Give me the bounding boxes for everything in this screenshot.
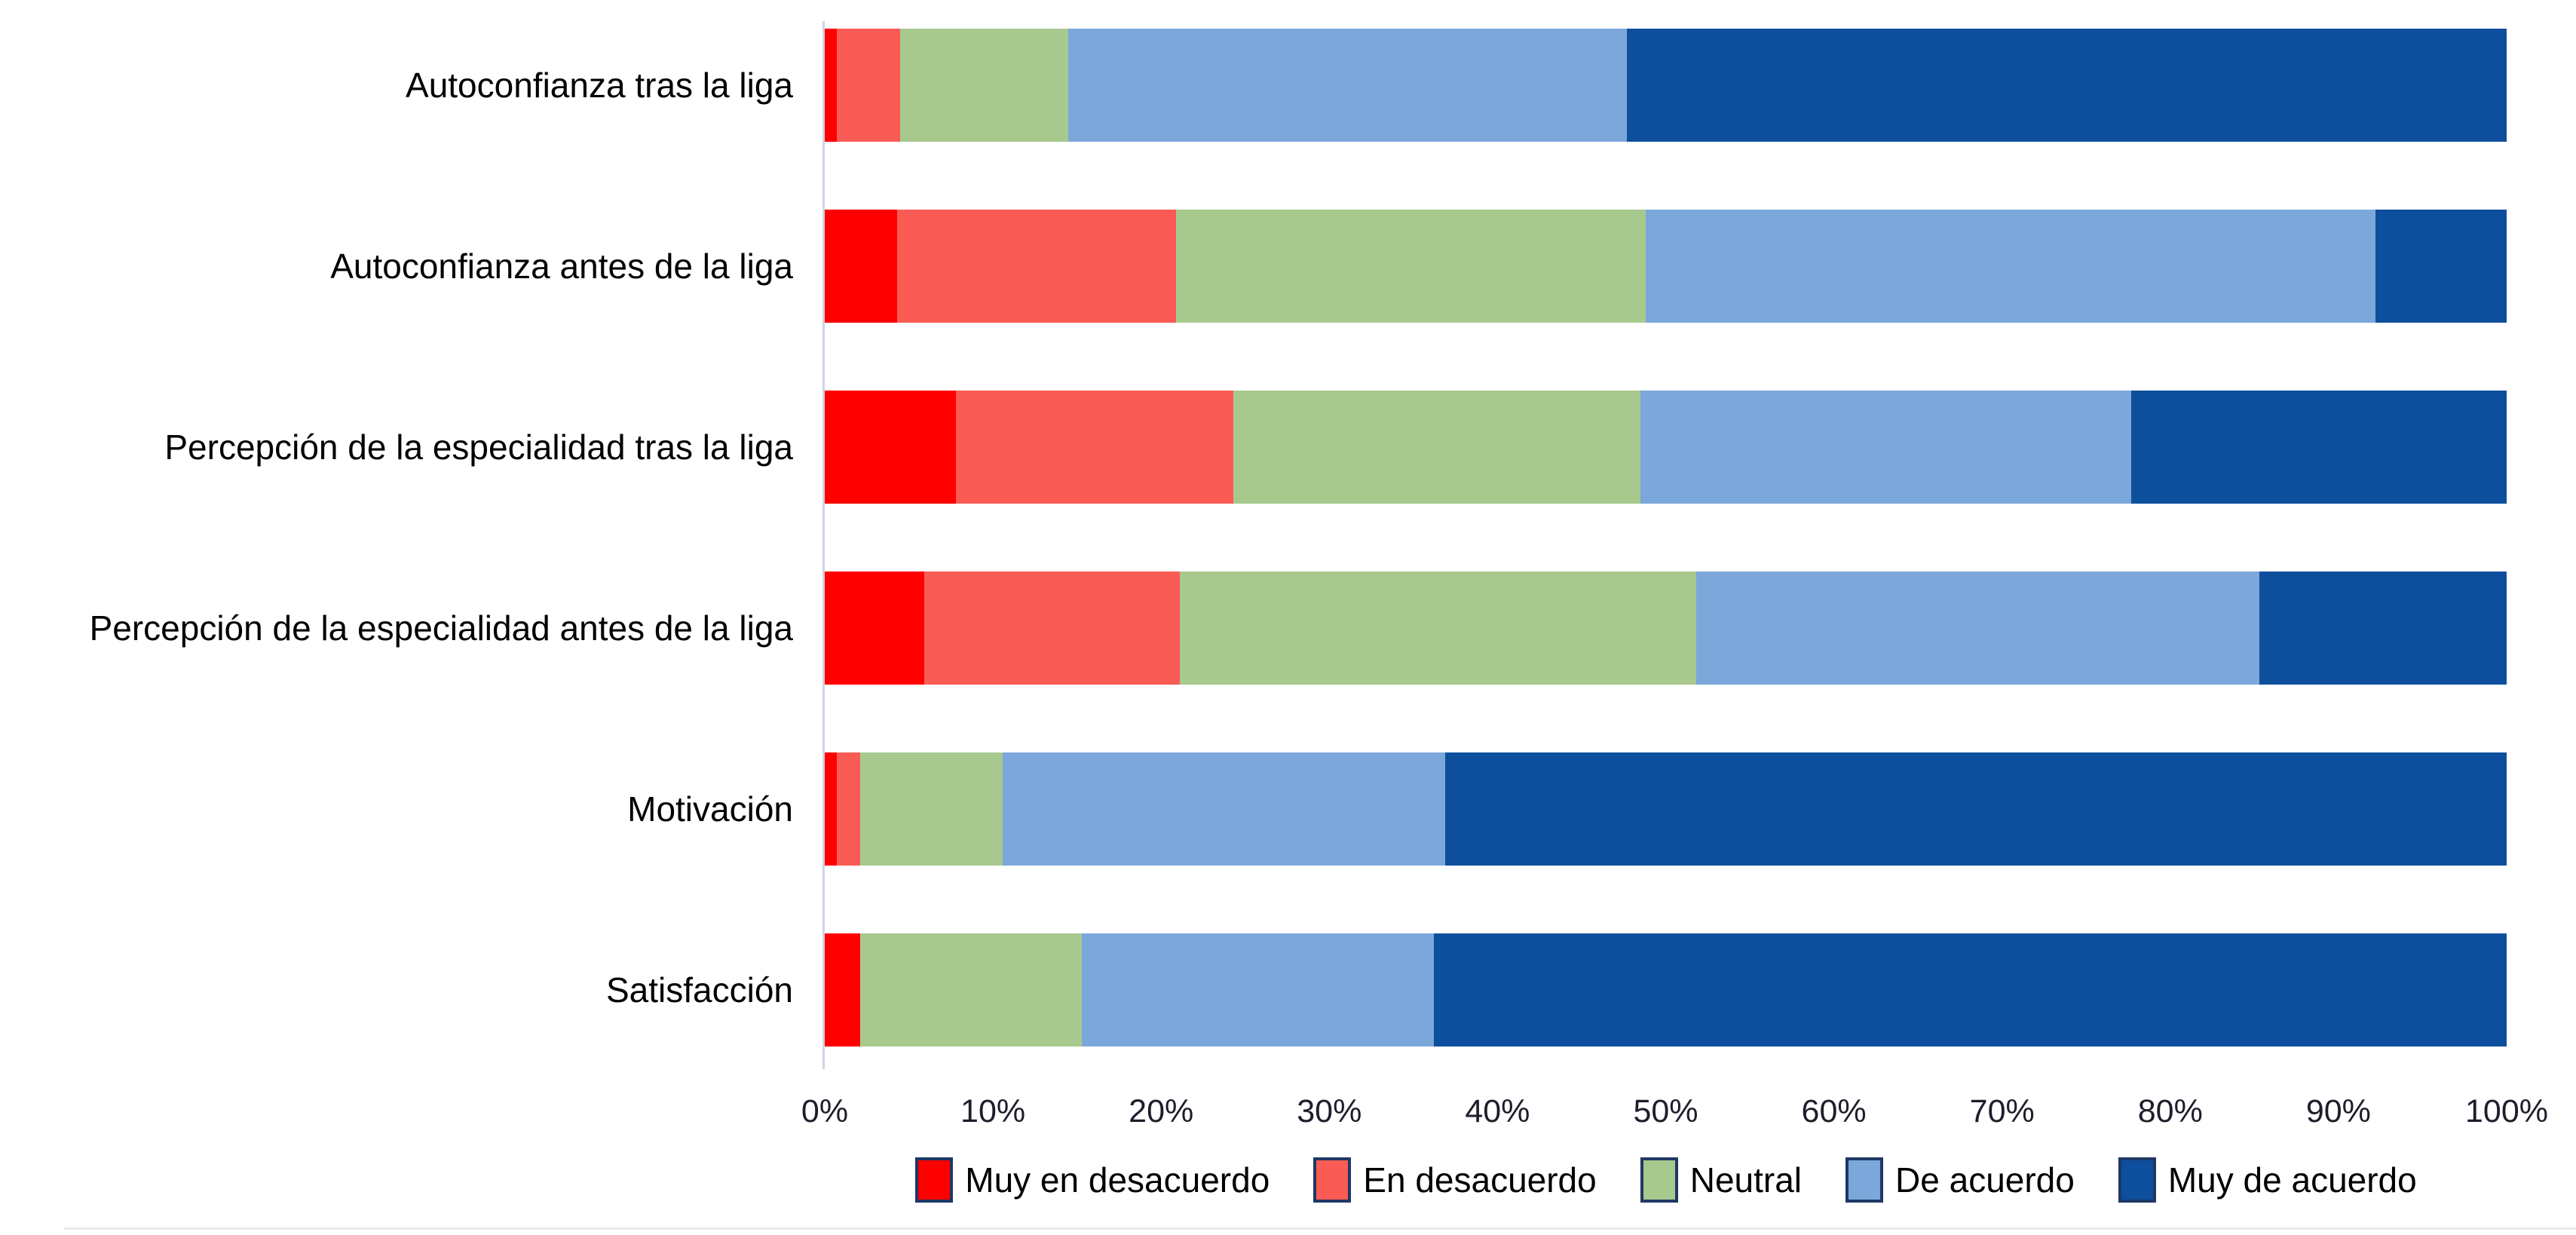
x-axis-tick-label: 80% — [2137, 1093, 2203, 1129]
bar-segment-en-desacuerdo — [836, 29, 901, 142]
y-axis-line — [822, 21, 825, 1069]
bar-row — [825, 29, 2507, 142]
x-axis-tick-label: 0% — [801, 1093, 849, 1129]
legend-swatch-icon — [2118, 1157, 2156, 1203]
category-label: Percepción de la especialidad tras la li… — [164, 428, 793, 467]
bar-segment-muy-en-desacuerdo — [825, 391, 957, 504]
legend: Muy en desacuerdo En desacuerdo Neutral De … — [784, 1148, 2548, 1212]
legend-swatch-icon — [915, 1157, 954, 1203]
bar-segment-muy-en-desacuerdo — [825, 752, 837, 866]
legend-swatch-icon — [1640, 1157, 1678, 1203]
bar-segment-neutral — [1179, 572, 1696, 685]
category-label: Autoconfianza antes de la liga — [330, 247, 793, 286]
bar-segment-muy-en-desacuerdo — [825, 572, 924, 685]
x-axis-tick-label: 30% — [1297, 1093, 1362, 1129]
legend-item: De acuerdo — [1845, 1157, 2075, 1203]
bar-segment-de-acuerdo — [1695, 572, 2260, 685]
x-axis-tick-label: 60% — [1801, 1093, 1867, 1129]
bar-row — [825, 391, 2507, 504]
x-axis-tick-label: 50% — [1633, 1093, 1698, 1129]
bar-segment-muy-de-acuerdo — [1445, 752, 2507, 866]
category-label: Satisfacción — [605, 970, 793, 1010]
bar-segment-muy-en-desacuerdo — [825, 933, 860, 1047]
legend-label: Muy en desacuerdo — [965, 1160, 1270, 1200]
bar-segment-muy-de-acuerdo — [1433, 933, 2507, 1047]
bar-row — [825, 752, 2507, 866]
bar-segment-de-acuerdo — [1645, 210, 2375, 323]
bar-segment-neutral — [1176, 210, 1646, 323]
legend-label: Neutral — [1689, 1160, 1803, 1200]
bar-segment-de-acuerdo — [1068, 29, 1628, 142]
bottom-divider — [64, 1227, 2576, 1230]
legend-label: De acuerdo — [1895, 1160, 2075, 1200]
bar-row — [825, 933, 2507, 1047]
legend-item: Neutral — [1640, 1157, 1802, 1203]
bar-segment-neutral — [859, 752, 1003, 866]
x-axis-tick-label: 100% — [2465, 1093, 2548, 1129]
bar-segment-neutral — [900, 29, 1069, 142]
bar-segment-en-desacuerdo — [956, 391, 1234, 504]
x-axis-tick-label: 90% — [2305, 1093, 2371, 1129]
x-axis-tick-label: 70% — [1969, 1093, 2035, 1129]
bar-segment-de-acuerdo — [1003, 752, 1446, 866]
bar-segment-en-desacuerdo — [836, 752, 860, 866]
legend-label: En desacuerdo — [1363, 1160, 1597, 1200]
category-label: Motivación — [627, 789, 793, 829]
x-axis-tick-label: 20% — [1129, 1093, 1194, 1129]
bar-segment-neutral — [859, 933, 1083, 1047]
bar-row — [825, 210, 2507, 323]
x-axis-ticks: 0% 10% 20% 30% 40% 50% 60% 70% 80% 90% 100% — [0, 1084, 2576, 1138]
legend-swatch-icon — [1845, 1157, 1884, 1203]
category-label: Percepción de la especialidad antes de l… — [89, 608, 793, 648]
bar-segment-muy-de-acuerdo — [2375, 210, 2507, 323]
bar-segment-en-desacuerdo — [924, 572, 1180, 685]
legend-swatch-icon — [1313, 1157, 1352, 1203]
bar-segment-muy-en-desacuerdo — [825, 210, 897, 323]
legend-item: Muy de acuerdo — [2118, 1157, 2417, 1203]
bar-row — [825, 572, 2507, 685]
legend-label: Muy de acuerdo — [2167, 1160, 2417, 1200]
bar-segment-muy-de-acuerdo — [2259, 572, 2507, 685]
legend-item: En desacuerdo — [1313, 1157, 1597, 1203]
bar-segment-muy-de-acuerdo — [2131, 391, 2507, 504]
bar-segment-de-acuerdo — [1082, 933, 1434, 1047]
x-axis-tick-label: 40% — [1465, 1093, 1530, 1129]
bar-segment-muy-de-acuerdo — [1627, 29, 2507, 142]
x-axis-tick-label: 10% — [960, 1093, 1026, 1129]
bar-segment-de-acuerdo — [1640, 391, 2132, 504]
legend-item: Muy en desacuerdo — [915, 1157, 1270, 1203]
category-label: Autoconfianza tras la liga — [406, 66, 793, 105]
bar-segment-en-desacuerdo — [896, 210, 1177, 323]
bar-segment-neutral — [1233, 391, 1641, 504]
bar-segment-muy-en-desacuerdo — [825, 29, 837, 142]
